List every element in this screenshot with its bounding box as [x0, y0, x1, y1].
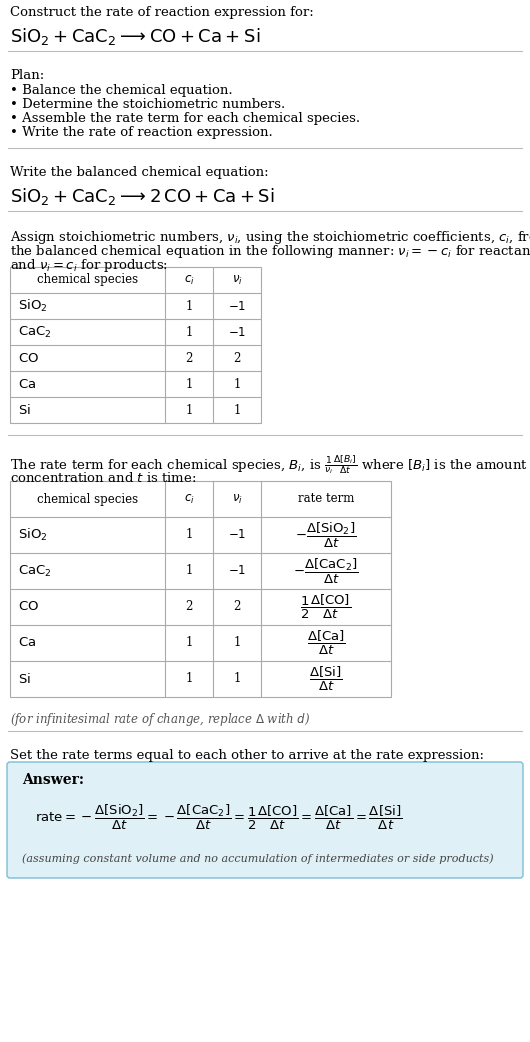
Text: $\mathrm{Si}$: $\mathrm{Si}$ — [18, 672, 31, 686]
Text: $\mathrm{CO}$: $\mathrm{CO}$ — [18, 351, 39, 365]
Text: $\mathrm{SiO_2 + CaC_2 \longrightarrow CO + Ca + Si}$: $\mathrm{SiO_2 + CaC_2 \longrightarrow C… — [10, 26, 260, 47]
Text: $c_i$: $c_i$ — [183, 273, 195, 287]
Text: $-1$: $-1$ — [228, 528, 246, 542]
Text: 1: 1 — [186, 377, 193, 391]
Text: rate term: rate term — [298, 493, 354, 505]
Text: $c_i$: $c_i$ — [183, 493, 195, 505]
Text: $\mathrm{SiO_2}$: $\mathrm{SiO_2}$ — [18, 527, 48, 543]
Text: $-1$: $-1$ — [228, 299, 246, 313]
Text: 1: 1 — [186, 299, 193, 313]
Text: 1: 1 — [186, 565, 193, 577]
Text: Plan:: Plan: — [10, 69, 44, 82]
Text: Assign stoichiometric numbers, $\nu_i$, using the stoichiometric coefficients, $: Assign stoichiometric numbers, $\nu_i$, … — [10, 229, 530, 246]
Bar — [10, 267, 261, 423]
Text: $-\dfrac{\Delta[\mathrm{SiO_2}]}{\Delta t}$: $-\dfrac{\Delta[\mathrm{SiO_2}]}{\Delta … — [295, 520, 357, 549]
Text: $\mathrm{Si}$: $\mathrm{Si}$ — [18, 403, 31, 417]
Bar — [10, 481, 391, 697]
Text: 1: 1 — [233, 377, 241, 391]
Text: $\mathrm{rate} = -\dfrac{\Delta[\mathrm{SiO_2}]}{\Delta t} = -\dfrac{\Delta[\mat: $\mathrm{rate} = -\dfrac{\Delta[\mathrm{… — [35, 802, 402, 832]
FancyBboxPatch shape — [7, 762, 523, 878]
Text: • Balance the chemical equation.: • Balance the chemical equation. — [10, 84, 233, 97]
Text: chemical species: chemical species — [37, 273, 138, 287]
Text: 1: 1 — [186, 325, 193, 339]
Text: 2: 2 — [233, 600, 241, 614]
Text: $\dfrac{\Delta[\mathrm{Ca}]}{\Delta t}$: $\dfrac{\Delta[\mathrm{Ca}]}{\Delta t}$ — [307, 629, 346, 658]
Text: • Write the rate of reaction expression.: • Write the rate of reaction expression. — [10, 126, 273, 139]
Text: 1: 1 — [186, 528, 193, 542]
Text: 2: 2 — [186, 600, 193, 614]
Text: the balanced chemical equation in the following manner: $\nu_i = -c_i$ for react: the balanced chemical equation in the fo… — [10, 243, 530, 260]
Text: $\dfrac{1}{2}\dfrac{\Delta[\mathrm{CO}]}{\Delta t}$: $\dfrac{1}{2}\dfrac{\Delta[\mathrm{CO}]}… — [301, 593, 351, 621]
Text: • Determine the stoichiometric numbers.: • Determine the stoichiometric numbers. — [10, 98, 285, 111]
Text: (assuming constant volume and no accumulation of intermediates or side products): (assuming constant volume and no accumul… — [22, 853, 493, 864]
Text: $\mathrm{CaC_2}$: $\mathrm{CaC_2}$ — [18, 324, 51, 340]
Text: 2: 2 — [186, 351, 193, 365]
Text: $\mathrm{SiO_2 + CaC_2 \longrightarrow 2\,CO + Ca + Si}$: $\mathrm{SiO_2 + CaC_2 \longrightarrow 2… — [10, 187, 275, 207]
Text: 1: 1 — [233, 403, 241, 417]
Text: $\nu_i$: $\nu_i$ — [232, 493, 242, 505]
Text: $\nu_i$: $\nu_i$ — [232, 273, 242, 287]
Text: chemical species: chemical species — [37, 493, 138, 505]
Text: $\mathrm{Ca}$: $\mathrm{Ca}$ — [18, 637, 36, 649]
Text: $\mathrm{CO}$: $\mathrm{CO}$ — [18, 600, 39, 614]
Text: Construct the rate of reaction expression for:: Construct the rate of reaction expressio… — [10, 6, 314, 19]
Text: 2: 2 — [233, 351, 241, 365]
Text: Write the balanced chemical equation:: Write the balanced chemical equation: — [10, 166, 269, 179]
Text: 1: 1 — [186, 672, 193, 686]
Text: Set the rate terms equal to each other to arrive at the rate expression:: Set the rate terms equal to each other t… — [10, 749, 484, 762]
Text: $\dfrac{\Delta[\mathrm{Si}]}{\Delta t}$: $\dfrac{\Delta[\mathrm{Si}]}{\Delta t}$ — [309, 665, 343, 693]
Text: $\mathrm{SiO_2}$: $\mathrm{SiO_2}$ — [18, 298, 48, 314]
Text: 1: 1 — [186, 637, 193, 649]
Text: • Assemble the rate term for each chemical species.: • Assemble the rate term for each chemic… — [10, 111, 360, 125]
Text: $-1$: $-1$ — [228, 565, 246, 577]
Text: concentration and $t$ is time:: concentration and $t$ is time: — [10, 471, 197, 485]
Text: 1: 1 — [233, 672, 241, 686]
Text: $\mathrm{CaC_2}$: $\mathrm{CaC_2}$ — [18, 564, 51, 578]
Text: and $\nu_i = c_i$ for products:: and $\nu_i = c_i$ for products: — [10, 257, 168, 274]
Text: $\mathrm{Ca}$: $\mathrm{Ca}$ — [18, 377, 36, 391]
Text: $-\dfrac{\Delta[\mathrm{CaC_2}]}{\Delta t}$: $-\dfrac{\Delta[\mathrm{CaC_2}]}{\Delta … — [293, 556, 359, 586]
Text: The rate term for each chemical species, $B_i$, is $\frac{1}{\nu_i}\frac{\Delta[: The rate term for each chemical species,… — [10, 453, 528, 476]
Text: 1: 1 — [233, 637, 241, 649]
Text: (for infinitesimal rate of change, replace $\Delta$ with $d$): (for infinitesimal rate of change, repla… — [10, 711, 311, 728]
Text: 1: 1 — [186, 403, 193, 417]
Text: Answer:: Answer: — [22, 773, 84, 787]
Text: $-1$: $-1$ — [228, 325, 246, 339]
